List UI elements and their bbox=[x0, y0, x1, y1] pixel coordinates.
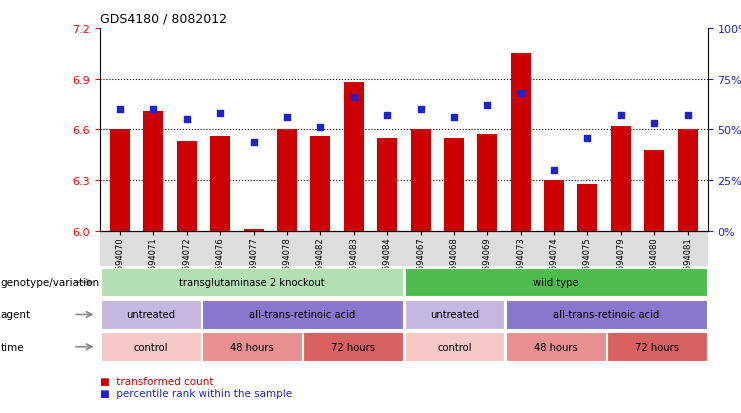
Text: untreated: untreated bbox=[126, 310, 175, 320]
Text: all-trans-retinoic acid: all-trans-retinoic acid bbox=[554, 310, 659, 320]
Point bbox=[281, 115, 293, 121]
Bar bbox=[344, 83, 364, 231]
Point bbox=[648, 121, 660, 127]
Bar bbox=[477, 135, 497, 231]
Text: transglutaminase 2 knockout: transglutaminase 2 knockout bbox=[179, 278, 325, 287]
Text: 48 hours: 48 hours bbox=[230, 342, 274, 352]
Bar bbox=[177, 142, 197, 231]
Point bbox=[548, 167, 560, 174]
Bar bbox=[310, 137, 330, 231]
Text: 72 hours: 72 hours bbox=[331, 342, 375, 352]
Text: all-trans-retinoic acid: all-trans-retinoic acid bbox=[250, 310, 356, 320]
Text: ■  percentile rank within the sample: ■ percentile rank within the sample bbox=[100, 388, 292, 399]
Bar bbox=[511, 54, 531, 231]
Text: time: time bbox=[1, 342, 24, 352]
Text: untreated: untreated bbox=[430, 310, 479, 320]
Bar bbox=[110, 130, 130, 231]
Text: agent: agent bbox=[1, 310, 31, 320]
Text: GDS4180 / 8082012: GDS4180 / 8082012 bbox=[100, 12, 227, 25]
Point bbox=[448, 115, 460, 121]
Bar bbox=[611, 127, 631, 231]
Text: wild type: wild type bbox=[533, 278, 579, 287]
Bar bbox=[644, 150, 664, 231]
Text: 72 hours: 72 hours bbox=[635, 342, 679, 352]
Point bbox=[247, 139, 259, 145]
Bar bbox=[377, 138, 397, 231]
Bar bbox=[444, 138, 464, 231]
Point bbox=[582, 135, 594, 142]
Point bbox=[114, 107, 126, 113]
Point bbox=[415, 107, 427, 113]
Point bbox=[181, 116, 193, 123]
Bar bbox=[244, 230, 264, 231]
Point bbox=[314, 125, 326, 131]
Point bbox=[482, 102, 494, 109]
Point bbox=[381, 113, 393, 119]
Point bbox=[515, 90, 527, 97]
Bar bbox=[144, 112, 164, 231]
Text: ■  transformed count: ■ transformed count bbox=[100, 376, 213, 386]
Point bbox=[682, 113, 694, 119]
Point bbox=[615, 113, 627, 119]
Text: control: control bbox=[437, 342, 472, 352]
Bar bbox=[544, 181, 564, 231]
Text: genotype/variation: genotype/variation bbox=[1, 278, 100, 287]
Bar bbox=[577, 184, 597, 231]
Point bbox=[348, 95, 359, 101]
Bar bbox=[677, 130, 697, 231]
Point bbox=[214, 111, 226, 117]
Bar bbox=[277, 130, 297, 231]
Text: control: control bbox=[133, 342, 168, 352]
Text: 48 hours: 48 hours bbox=[534, 342, 578, 352]
Point bbox=[147, 107, 159, 113]
Bar bbox=[411, 130, 431, 231]
Bar bbox=[210, 137, 230, 231]
